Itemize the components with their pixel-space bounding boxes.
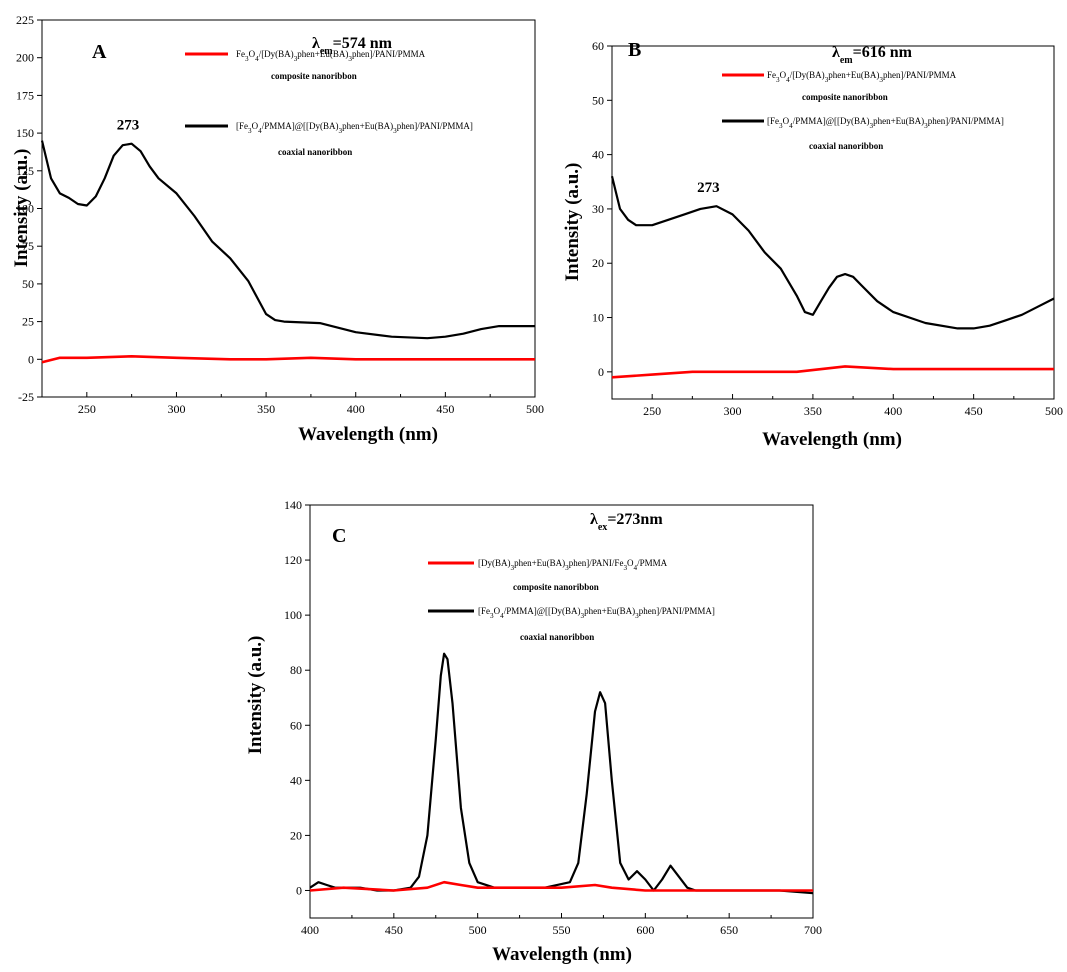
chart-panel-a: 250 300 350 400 450 500 -25 0 25 50 75 100 125 150 175… <box>11 13 544 445</box>
y-tick-label: 20 <box>592 256 604 270</box>
x-tick-label: 300 <box>724 404 742 418</box>
x-tick-label: 350 <box>804 404 822 418</box>
y-tick-label: 100 <box>16 202 34 216</box>
legend-label-composite-type: composite nanoribbon <box>513 582 599 592</box>
series-line-composite <box>41 354 535 364</box>
y-tick-label: 125 <box>16 164 34 178</box>
y-tick-label: 60 <box>592 39 604 53</box>
x-tick-label: 350 <box>257 402 275 416</box>
x-tick-label: 450 <box>385 923 403 937</box>
y-tick-label: 80 <box>290 663 302 677</box>
series-line-coaxial <box>40 140 535 340</box>
x-tick-label: 550 <box>553 923 571 937</box>
legend-label-coaxial: [Fe3O4/PMMA]@[[Dy(BA)3phen+Eu(BA)3phen]/… <box>236 121 473 135</box>
x-tick-label: 500 <box>526 402 544 416</box>
legend-label-composite-type: composite nanoribbon <box>802 92 888 102</box>
panel-label: C <box>332 525 346 547</box>
x-tick-label: 700 <box>804 923 822 937</box>
legend-label-coaxial: [Fe3O4/PMMA]@[[Dy(BA)3phen+Eu(BA)3phen]/… <box>767 116 1004 130</box>
y-tick-label: 40 <box>290 773 302 787</box>
legend-label-composite: [Dy(BA)3phen+Eu(BA)3phen]/PANI/Fe3O4/PMM… <box>478 558 668 572</box>
y-axis-label: Intensity (a.u.) <box>562 163 583 282</box>
legend-label-coaxial-type: coaxial nanoribbon <box>278 147 352 157</box>
y-axis-label: Intensity (a.u.) <box>11 149 32 268</box>
y-tick-label: 200 <box>16 51 34 65</box>
panel-label: A <box>92 41 107 63</box>
y-tick-label: 140 <box>284 498 302 512</box>
x-tick-label: 500 <box>1045 404 1063 418</box>
y-tick-label: 40 <box>592 148 604 162</box>
y-tick-label: 25 <box>22 315 34 329</box>
panel-label: B <box>628 39 641 61</box>
y-tick-label: 30 <box>592 202 604 216</box>
y-tick-label: 50 <box>592 93 604 107</box>
y-tick-label: 120 <box>284 553 302 567</box>
y-tick-label: 100 <box>284 608 302 622</box>
chart-panel-c: 400 450 500 550 600 650 700 0 20 40 60 80 100 120 140 C… <box>245 498 822 965</box>
wavelength-annotation: λex=273nm <box>590 511 663 533</box>
x-tick-label: 600 <box>636 923 654 937</box>
y-tick-label: 225 <box>16 13 34 27</box>
legend-label-composite: Fe3O4/[Dy(BA)3phen+Eu(BA)3phen]/PANI/PMM… <box>767 70 957 84</box>
legend-label-coaxial-type: coaxial nanoribbon <box>520 632 594 642</box>
series-line-coaxial <box>610 176 1055 330</box>
wavelength-annotation: λem=616 nm <box>832 44 913 66</box>
peak-label: 273 <box>697 180 720 196</box>
legend-label-coaxial-type: coaxial nanoribbon <box>809 141 883 151</box>
x-tick-label: 300 <box>167 402 185 416</box>
series-line-coaxial <box>309 652 814 895</box>
legend-label-composite-type: composite nanoribbon <box>271 71 357 81</box>
x-tick-label: 400 <box>301 923 319 937</box>
y-tick-label: 150 <box>16 126 34 140</box>
x-tick-label: 250 <box>78 402 96 416</box>
x-tick-label: 400 <box>347 402 365 416</box>
series-line-composite <box>611 365 1054 379</box>
legend-label-composite: Fe3O4/[Dy(BA)3phen+Eu(BA)3phen]/PANI/PMM… <box>236 49 426 63</box>
x-tick-label: 450 <box>965 404 983 418</box>
x-tick-label: 400 <box>884 404 902 418</box>
y-tick-label: -25 <box>18 390 34 404</box>
y-tick-label: 0 <box>296 883 302 897</box>
x-tick-label: 500 <box>469 923 487 937</box>
x-tick-label: 650 <box>720 923 738 937</box>
y-tick-label: 20 <box>290 828 302 842</box>
y-tick-label: 0 <box>598 365 604 379</box>
x-axis-label: Wavelength (nm) <box>762 429 902 450</box>
y-tick-label: 50 <box>22 277 34 291</box>
x-axis-label: Wavelength (nm) <box>298 424 438 445</box>
peak-label: 273 <box>117 118 140 134</box>
series-line-composite <box>309 880 813 892</box>
legend-label-coaxial: [Fe3O4/PMMA]@[[Dy(BA)3phen+Eu(BA)3phen]/… <box>478 606 715 620</box>
x-tick-label: 250 <box>643 404 661 418</box>
y-tick-label: 175 <box>16 88 34 102</box>
y-tick-label: 75 <box>22 239 34 253</box>
y-tick-label: 10 <box>592 311 604 325</box>
x-tick-label: 450 <box>436 402 454 416</box>
x-axis-label: Wavelength (nm) <box>492 944 632 965</box>
y-tick-label: 0 <box>28 352 34 366</box>
y-axis-label: Intensity (a.u.) <box>245 636 266 755</box>
y-tick-label: 60 <box>290 718 302 732</box>
plot-frame <box>611 45 1055 400</box>
wavelength-annotation: λem=574 nm <box>312 35 393 57</box>
